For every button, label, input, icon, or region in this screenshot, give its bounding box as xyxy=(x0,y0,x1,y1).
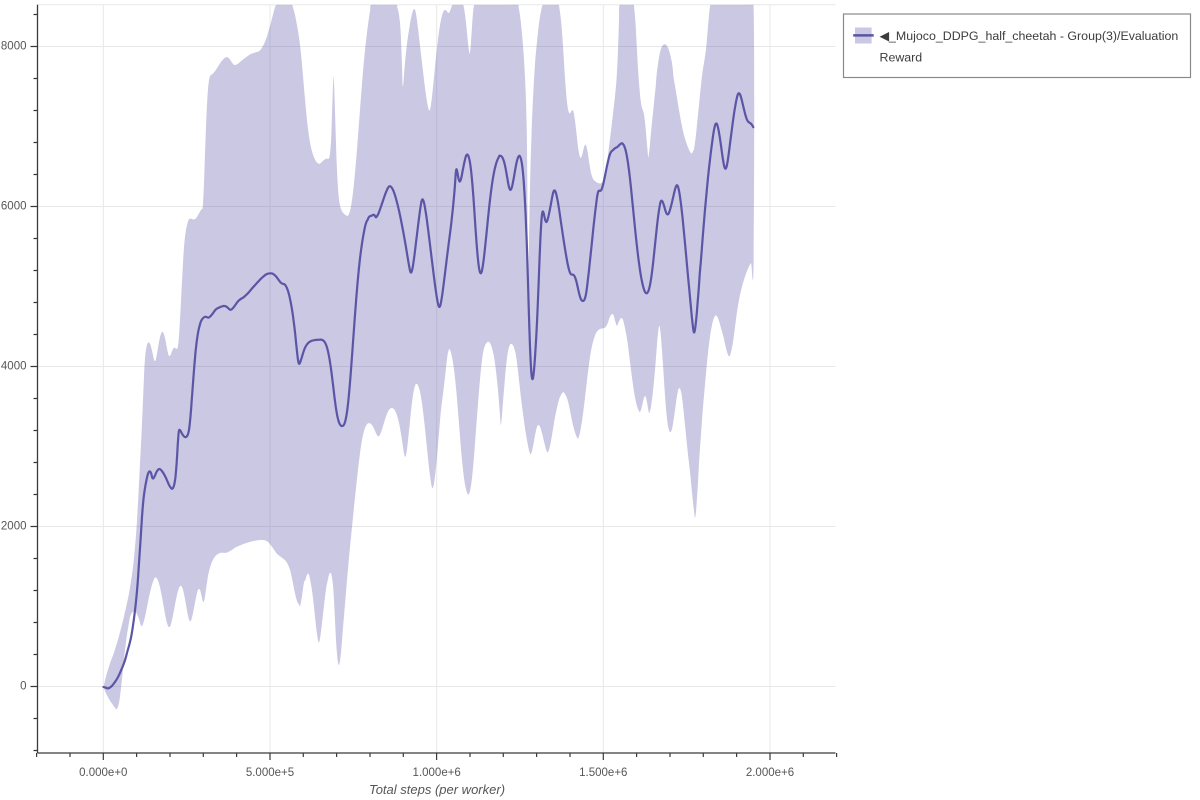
svg-text:4000: 4000 xyxy=(1,361,27,373)
svg-text:Total steps (per worker): Total steps (per worker) xyxy=(369,782,505,797)
svg-text:8000: 8000 xyxy=(1,41,27,53)
svg-text:2.000e+6: 2.000e+6 xyxy=(746,767,794,779)
svg-text:5.000e+5: 5.000e+5 xyxy=(246,767,294,779)
svg-text:◀_Mujoco_DDPG_half_cheetah - G: ◀_Mujoco_DDPG_half_cheetah - Group(3)/Ev… xyxy=(880,29,1179,43)
svg-text:0: 0 xyxy=(20,681,26,693)
svg-text:2000: 2000 xyxy=(1,521,27,533)
svg-text:6000: 6000 xyxy=(1,201,27,213)
svg-text:1.500e+6: 1.500e+6 xyxy=(579,767,627,779)
svg-text:Reward: Reward xyxy=(880,51,923,65)
svg-text:0.000e+0: 0.000e+0 xyxy=(79,767,127,779)
svg-text:1.000e+6: 1.000e+6 xyxy=(413,767,461,779)
